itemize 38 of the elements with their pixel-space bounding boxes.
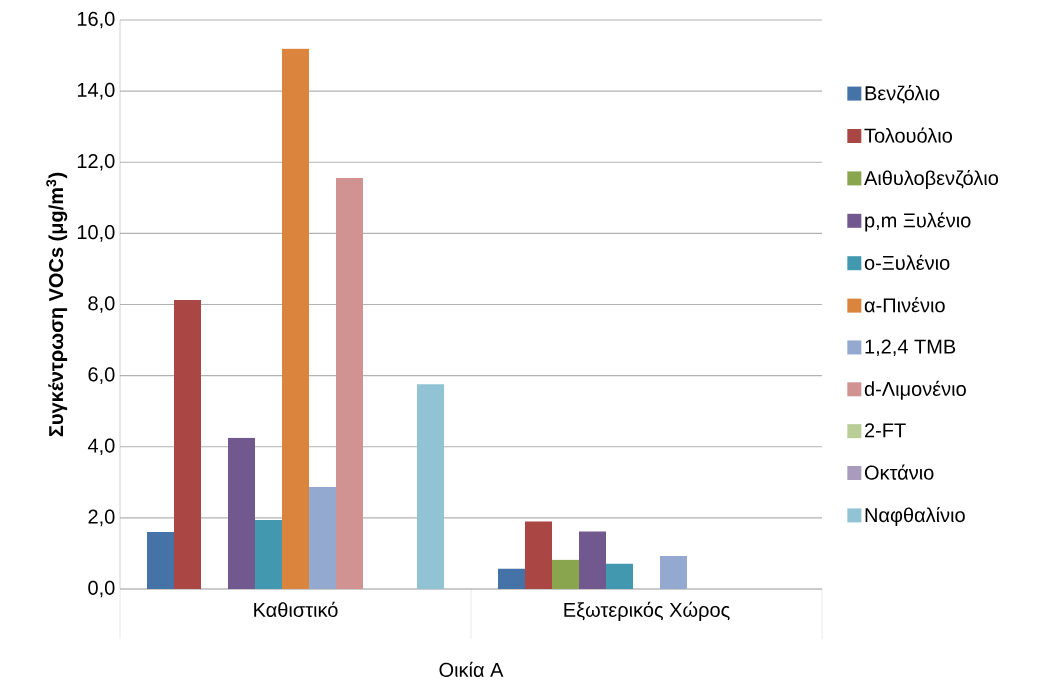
legend-label: Ναφθαλίνιο [865,506,965,527]
legend-label: Οκτάνιο [864,464,934,480]
bar [309,486,336,589]
bar [282,48,310,589]
y-axis-title: Συγκέντρωση VOCs (μg/m$^{3}$) [46,172,68,437]
y-tick-label: 0,0 [88,580,115,598]
y-tick-label: 10,0 [77,225,115,242]
legend-label: Βενζόλιο [865,85,940,104]
y-tick-label: 14,0 [77,82,115,100]
legend-label: Αιθυλοβενζόλιο [864,169,999,190]
bar [147,532,174,589]
y-tick-label: 8,0 [88,296,115,313]
bar [174,299,202,589]
bar [552,559,580,589]
bar [255,520,283,589]
legend-label: Τολουόλιο [864,127,952,143]
y-tick-label: 6,0 [88,367,115,384]
bar [606,563,634,589]
y-tick-label: 2,0 [88,509,115,527]
y-tick-label: 4,0 [87,438,115,456]
y-tick-label: 12,0 [77,153,115,171]
bar [498,568,526,589]
legend-label: p,m Ξυλένιο [865,212,971,232]
legend-label: 1,2,4 TMB [865,339,956,356]
x-tick-label: Καθιστικό [254,601,338,617]
bar [336,177,364,589]
x-axis-title: Οικία A [439,661,504,677]
bar [579,531,607,589]
legend-label: d-Λιμονένιο [864,380,966,400]
bar [660,555,688,589]
legend-label: o-Ξυλένιο [864,254,950,270]
bar [525,521,553,589]
x-tick-label: Εξωτερικός Χώρος [564,601,730,621]
bar [228,437,255,589]
legend-label: α-Πινένιο [864,297,945,313]
y-tick-label: 16,0 [77,11,115,29]
legend-label: 2-FT [865,423,906,438]
bar [417,384,445,589]
